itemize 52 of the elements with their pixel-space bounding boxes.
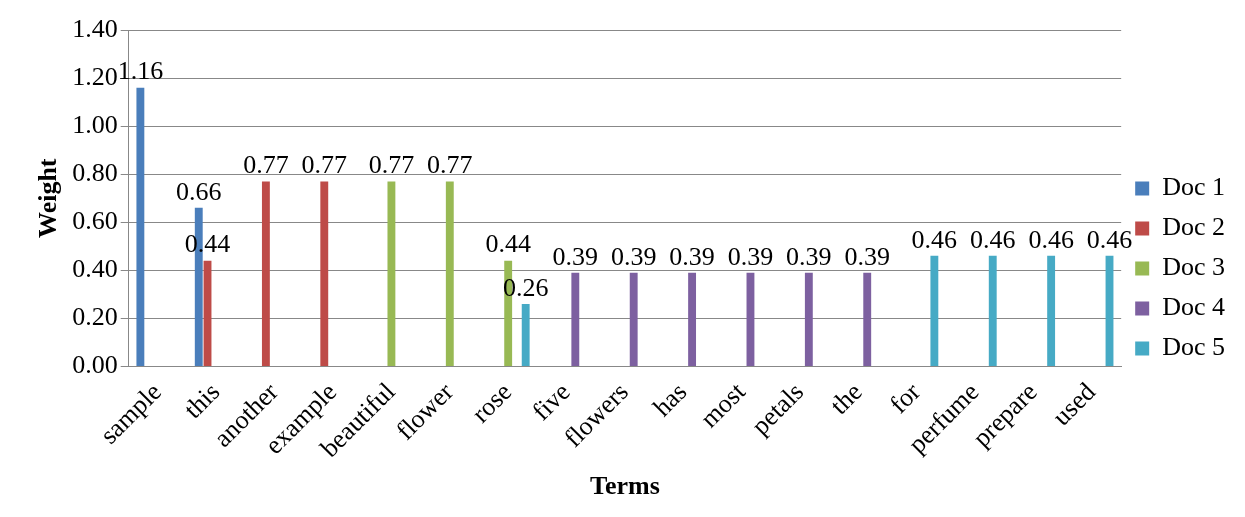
x-tick-label: most — [694, 376, 752, 434]
data-label: 1.16 — [117, 56, 164, 86]
bar — [988, 255, 997, 366]
legend-label: Doc 3 — [1162, 252, 1226, 282]
bar — [521, 303, 530, 366]
legend-label: Doc 2 — [1162, 212, 1226, 242]
data-label: 0.39 — [669, 241, 715, 271]
bar — [804, 272, 813, 366]
data-label: 0.66 — [176, 176, 222, 206]
bar — [571, 272, 580, 366]
y-tick-label: 0.00 — [72, 350, 118, 380]
y-tick-label: 0.20 — [72, 302, 118, 332]
data-label: 0.77 — [301, 150, 348, 180]
data-label: 0.77 — [427, 150, 473, 180]
y-tick-label: 0.40 — [72, 254, 118, 284]
data-label: 0.39 — [552, 241, 599, 271]
y-tick-label: 1.40 — [72, 13, 118, 43]
bar — [261, 181, 270, 366]
data-label: 0.44 — [485, 229, 531, 259]
bar — [863, 272, 872, 366]
x-tick-label: the — [824, 376, 868, 420]
bar — [136, 87, 145, 366]
bar — [445, 181, 454, 366]
data-label: 0.46 — [1086, 224, 1133, 254]
x-tick-label: this — [178, 376, 226, 425]
y-tick-label: 0.80 — [72, 158, 118, 187]
x-tick-label: used — [1046, 376, 1102, 432]
y-axis-title: Weight — [33, 158, 63, 238]
data-label: 0.46 — [911, 224, 958, 254]
bar — [930, 255, 939, 366]
x-tick-label: rose — [466, 376, 518, 429]
bar — [387, 181, 396, 366]
legend-label: Doc 1 — [1162, 172, 1226, 202]
data-label: 0.77 — [243, 150, 289, 180]
legend-label: Doc 5 — [1162, 332, 1226, 362]
bar — [629, 272, 638, 366]
data-label: 0.46 — [969, 224, 1016, 254]
x-axis-title: Terms — [590, 471, 660, 501]
y-tick-label: 0.60 — [72, 206, 118, 236]
y-tick-label: 1.00 — [72, 109, 118, 139]
bar — [688, 272, 697, 366]
bar — [320, 181, 329, 366]
data-label: 0.39 — [844, 241, 890, 271]
data-label: 0.39 — [727, 241, 774, 271]
data-label: 0.39 — [786, 241, 832, 271]
bar — [1047, 255, 1056, 366]
data-label: 0.77 — [368, 150, 415, 180]
legend-label: Doc 4 — [1162, 292, 1226, 322]
y-tick-label: 1.20 — [72, 61, 118, 91]
x-tick-label: has — [647, 376, 693, 423]
data-label: 0.46 — [1028, 224, 1074, 254]
data-label: 0.39 — [610, 241, 657, 271]
